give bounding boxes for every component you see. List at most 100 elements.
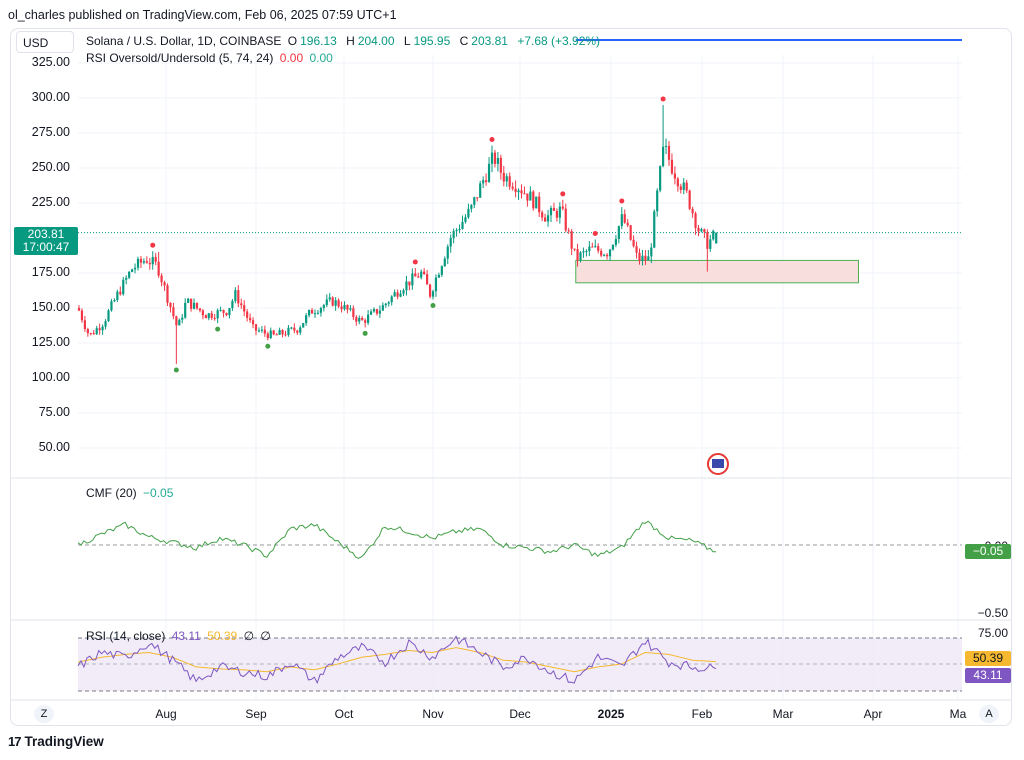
candle-body	[278, 329, 281, 335]
candle-body	[650, 247, 653, 257]
candle-body	[163, 282, 166, 286]
candle-body	[302, 323, 305, 328]
candle-body	[204, 315, 207, 319]
candle-body	[296, 330, 299, 333]
candle-body	[617, 226, 620, 240]
indicator-name[interactable]: RSI Oversold/Undersold (5, 74, 24)	[86, 51, 274, 65]
candle-body	[116, 291, 119, 301]
overbought-dot	[412, 259, 418, 265]
candle-body	[411, 273, 414, 286]
candle-body	[122, 279, 125, 295]
candle-body	[585, 251, 588, 253]
candle-body	[452, 231, 455, 239]
rsi-ma-line	[77, 647, 717, 673]
price-tick-label: 300.00	[31, 90, 70, 104]
candle-body	[620, 214, 623, 227]
candle-body	[139, 258, 143, 263]
candle-body	[538, 196, 541, 213]
candle-body	[372, 309, 376, 312]
candle-body	[352, 308, 355, 318]
candle-body	[408, 281, 411, 286]
candle-body	[331, 297, 334, 306]
candle-body	[608, 249, 612, 257]
candle-body	[369, 311, 373, 315]
grid-lines	[10, 55, 1012, 701]
price-change: +7.68 (+3.92%)	[517, 34, 601, 48]
candle-body	[676, 178, 679, 187]
candle-body	[195, 302, 199, 309]
candle-body	[399, 293, 402, 297]
candle-body	[219, 309, 222, 311]
candle-body	[582, 251, 585, 253]
cmf-last-badge: −0.05	[965, 544, 1011, 559]
candle-body	[670, 159, 674, 174]
candle-body	[611, 244, 615, 250]
candle-body	[187, 298, 190, 303]
candle-body	[313, 313, 317, 315]
rsi-symbol-2: ∅	[260, 629, 271, 643]
candle-body	[393, 292, 396, 297]
candle-body	[552, 208, 556, 211]
candle-body	[293, 327, 296, 331]
candle-body	[493, 152, 497, 164]
indicator-legend: RSI Oversold/Undersold (5, 74, 24) 0.00 …	[86, 51, 336, 65]
candle-body	[703, 229, 706, 233]
currency-button[interactable]: USD	[16, 31, 74, 53]
candle-body	[428, 284, 432, 297]
rsi-name[interactable]: RSI (14, close)	[86, 629, 166, 643]
candle-body	[322, 305, 325, 309]
symbol-title[interactable]: Solana / U.S. Dollar, 1D, COINBASE	[86, 34, 282, 48]
candle-body	[107, 310, 110, 322]
candle-body	[420, 271, 423, 278]
candle-body	[378, 310, 381, 314]
time-tick-label: Ma	[949, 707, 967, 721]
overbought-dot	[150, 242, 156, 248]
rsi-line	[77, 635, 717, 684]
candle-body	[396, 292, 399, 297]
demand-zone-rect	[575, 259, 859, 284]
candle-body	[446, 246, 449, 259]
candle-body	[148, 262, 151, 265]
candle-body	[361, 317, 364, 321]
candle-body	[266, 333, 269, 339]
candle-body	[181, 317, 184, 320]
candle-body	[113, 300, 116, 302]
tradingview-logo-icon: 17	[8, 734, 22, 749]
candle-body	[638, 252, 641, 261]
rsi-axis-top: 75.00	[977, 626, 1008, 640]
overbought-dot	[592, 230, 598, 236]
candle-body	[263, 329, 266, 334]
candle-body	[414, 273, 417, 277]
candle-body	[166, 285, 169, 303]
candle-body	[175, 316, 178, 326]
main-legend: Solana / U.S. Dollar, 1D, COINBASE O 196.…	[86, 34, 603, 48]
candle-body	[635, 246, 638, 253]
candle-body	[290, 327, 293, 329]
cmf-name[interactable]: CMF (20)	[86, 486, 137, 500]
candle-body	[482, 180, 485, 184]
candle-body	[213, 317, 216, 319]
tradingview-brand[interactable]: 17 TradingView	[8, 734, 104, 749]
candle-body	[222, 309, 225, 313]
candle-body	[485, 180, 488, 183]
z-button[interactable]: Z	[34, 705, 54, 723]
candle-body	[641, 255, 644, 261]
candle-body	[541, 212, 544, 218]
candle-body	[526, 193, 529, 201]
candle-body	[659, 166, 662, 191]
candle-body	[517, 190, 520, 193]
candle-body	[523, 193, 526, 195]
candle-body	[142, 261, 145, 263]
price-tick-label: 150.00	[31, 300, 70, 314]
candle-body	[573, 248, 576, 250]
candle-body	[467, 208, 470, 218]
signal-markers	[150, 96, 666, 373]
candle-body	[240, 303, 243, 306]
candle-body	[688, 190, 691, 209]
a-button[interactable]: A	[979, 705, 999, 723]
candle-body	[694, 213, 697, 228]
candle-body	[647, 256, 650, 261]
overbought-dot	[560, 191, 566, 197]
candle-body	[272, 330, 275, 335]
